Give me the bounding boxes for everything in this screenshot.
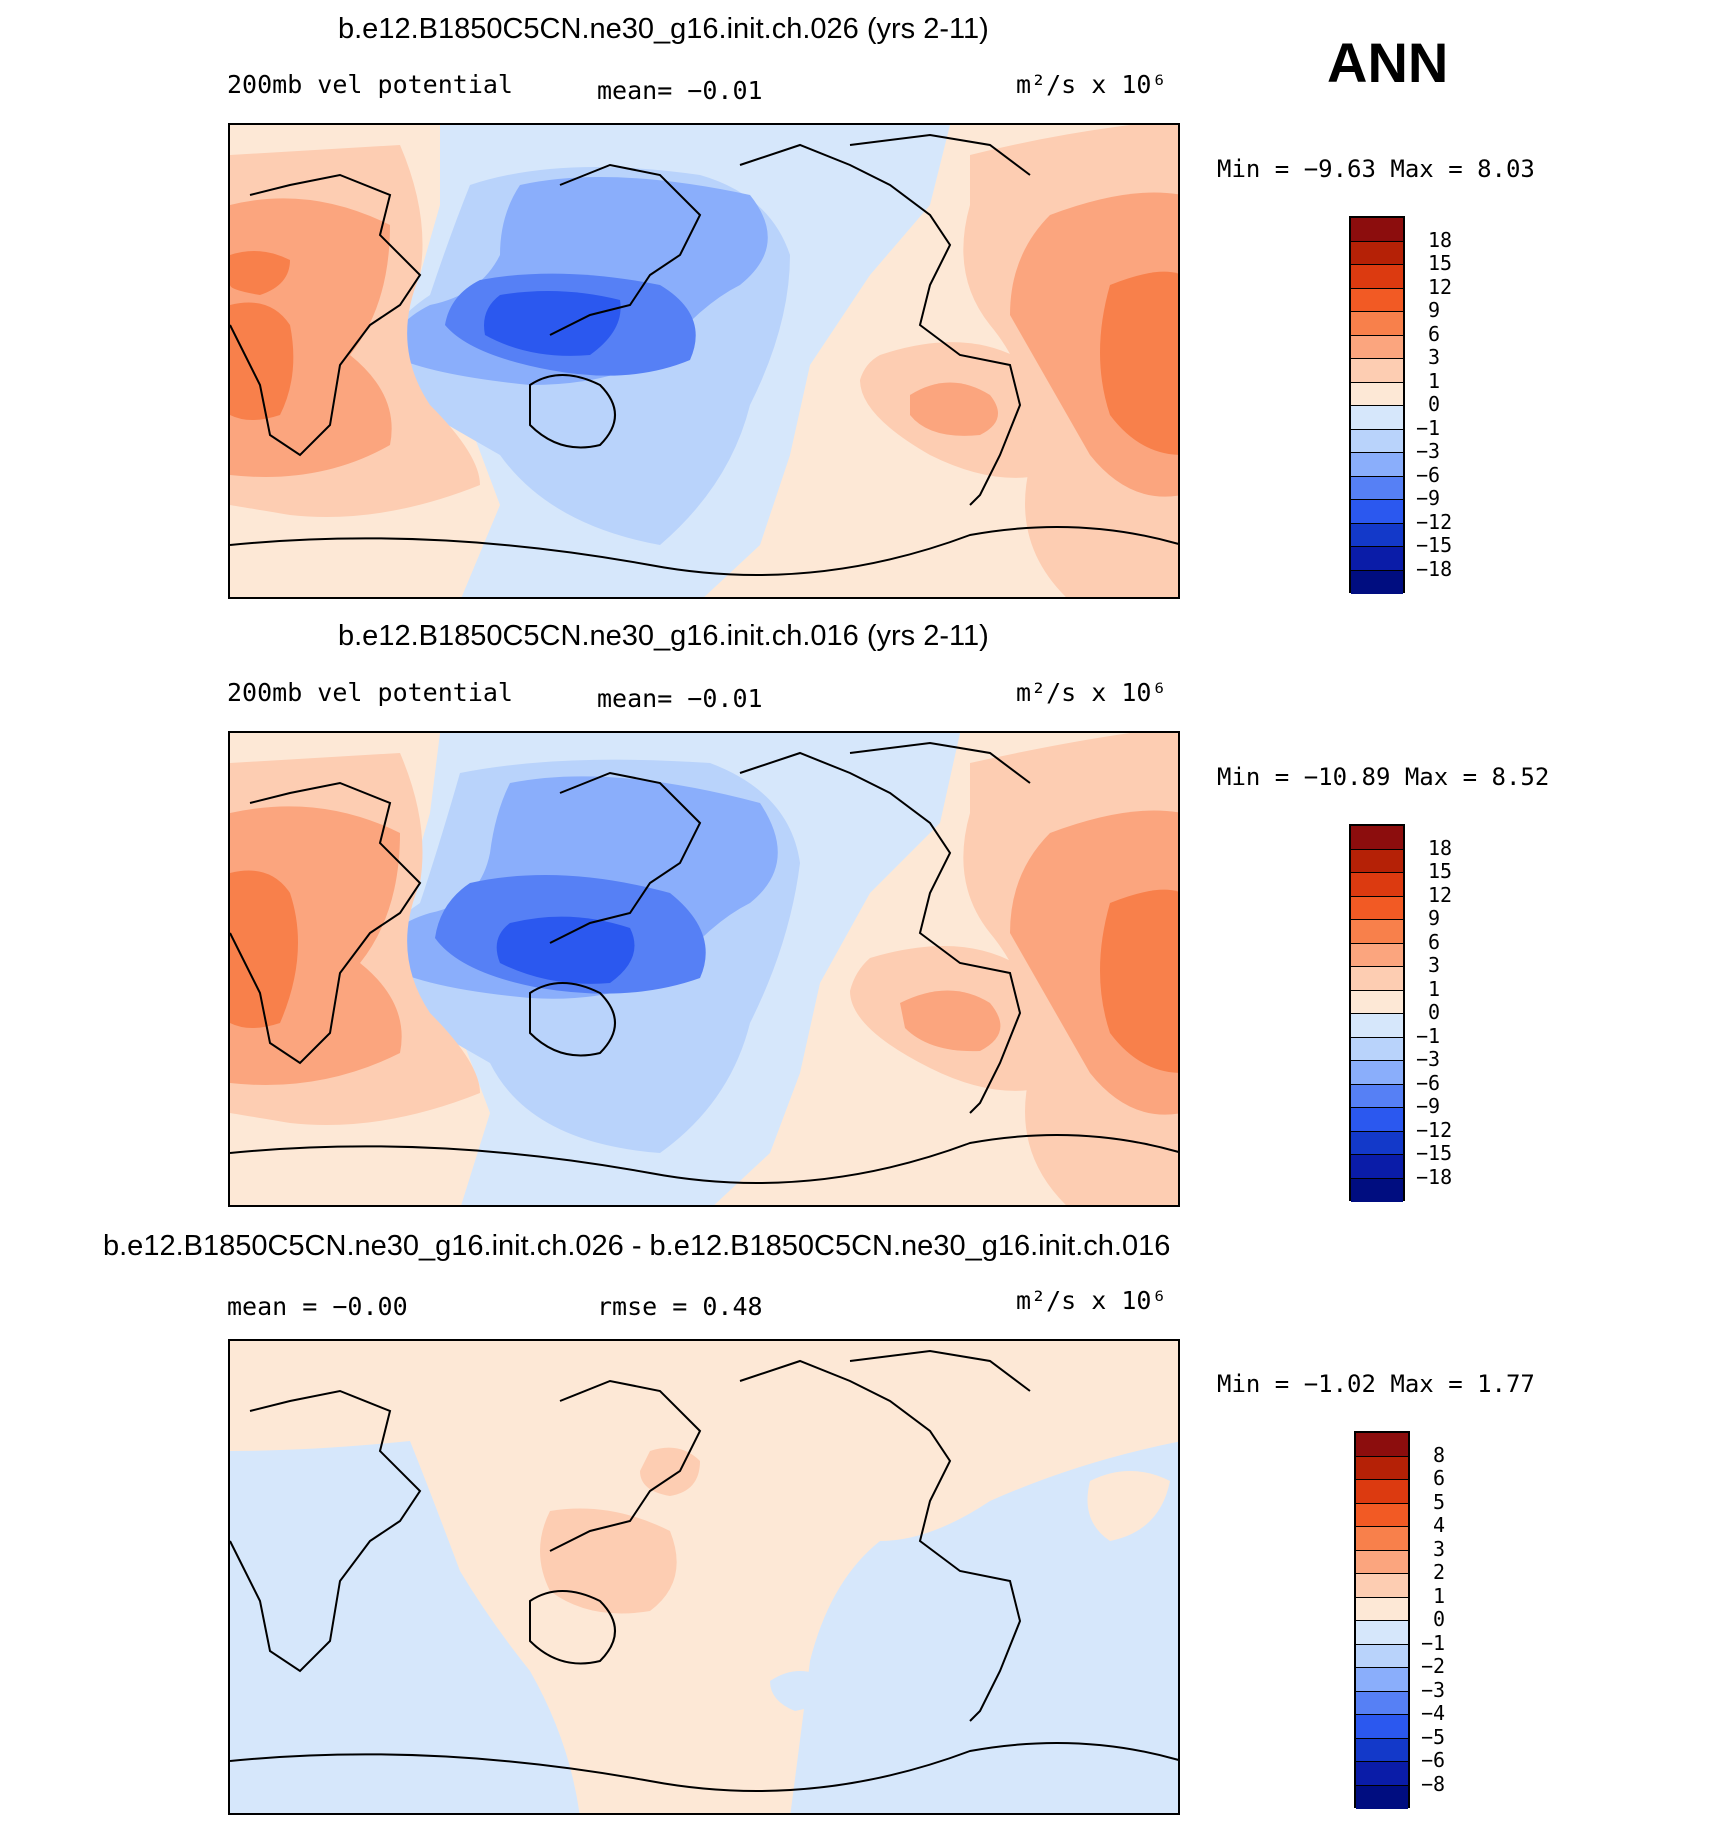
colorbar-tick-label: −6 (1416, 1070, 1441, 1095)
colorbar-tick-label: −15 (1416, 1141, 1453, 1165)
panel-2-variable-label: 200mb vel potential (227, 678, 513, 707)
panel-1-variable-label: 200mb vel potential (227, 70, 513, 99)
colorbar-tick-label: 15 (1428, 251, 1453, 275)
panel-3-title: b.e12.B1850C5CN.ne30_g16.init.ch.026 - b… (103, 1230, 1171, 1262)
colorbar-tick-label: −12 (1416, 1117, 1453, 1142)
panel-2-colorbar (1349, 824, 1405, 1202)
colorbar-tick-label: −9 (1416, 486, 1441, 510)
colorbar-tick-label: 15 (1428, 859, 1453, 883)
colorbar-tick-label: −6 (1421, 1748, 1446, 1772)
colorbar-tick-label: 4 (1433, 1513, 1446, 1537)
colorbar-tick-label: −5 (1421, 1724, 1446, 1749)
season-label: ANN (1327, 31, 1449, 94)
colorbar-tick-label: −3 (1421, 1677, 1446, 1702)
colorbar-tick-label: −3 (1416, 439, 1441, 463)
panel-1-min-max: Min = −9.63 Max = 8.03 (1217, 155, 1535, 183)
panel-2-title: b.e12.B1850C5CN.ne30_g16.init.ch.016 (yr… (338, 620, 989, 652)
panel-3-units: m²/s x 10⁶ (1016, 1286, 1167, 1315)
colorbar-tick-label: −1 (1416, 1023, 1441, 1048)
colorbar-tick-label: −15 (1416, 533, 1453, 557)
panel-2-map (228, 731, 1180, 1207)
colorbar-tick-label: −12 (1416, 509, 1453, 534)
colorbar-tick-label: −9 (1416, 1094, 1441, 1118)
panel-3-colorbar (1354, 1431, 1410, 1809)
colorbar-tick-label: −3 (1416, 1047, 1441, 1071)
colorbar-tick-label: −18 (1416, 556, 1453, 581)
colorbar-tick-label: 0 (1428, 392, 1441, 416)
colorbar-tick-label: −8 (1421, 1771, 1446, 1796)
panel-3-min-max: Min = −1.02 Max = 1.77 (1217, 1370, 1535, 1398)
colorbar-tick-label: 2 (1433, 1560, 1446, 1584)
colorbar-tick-label: 1 (1428, 976, 1441, 1001)
panel-3-mean-label: mean = −0.00 (227, 1292, 408, 1321)
panel-1-title: b.e12.B1850C5CN.ne30_g16.init.ch.026 (yr… (338, 13, 989, 45)
panel-1-mean-label: mean= −0.01 (597, 76, 763, 105)
colorbar-tick-label: 3 (1428, 953, 1441, 977)
colorbar-tick-label: 8 (1433, 1442, 1446, 1467)
colorbar-tick-label: 5 (1433, 1489, 1446, 1514)
colorbar-tick-label: 6 (1428, 321, 1441, 346)
colorbar-tick-label: 1 (1433, 1583, 1446, 1608)
colorbar-tick-label: 0 (1433, 1607, 1446, 1631)
colorbar-tick-label: 12 (1428, 882, 1453, 907)
colorbar-tick-label: −18 (1416, 1164, 1453, 1189)
colorbar-tick-label: 6 (1428, 929, 1441, 954)
colorbar-tick-label: −1 (1421, 1630, 1446, 1655)
panel-2-min-max: Min = −10.89 Max = 8.52 (1217, 763, 1550, 791)
colorbar-tick-label: 1 (1428, 368, 1441, 393)
panel-1-map (228, 123, 1180, 599)
colorbar-tick-label: 3 (1433, 1536, 1446, 1561)
panel-1-units: m²/s x 10⁶ (1016, 70, 1167, 99)
colorbar-tick-label: 9 (1428, 906, 1441, 930)
colorbar-tick-label: 9 (1428, 298, 1441, 322)
colorbar-tick-label: 3 (1428, 345, 1441, 369)
colorbar-tick-label: 18 (1428, 227, 1453, 252)
colorbar-tick-label: −2 (1421, 1654, 1446, 1678)
panel-3-map (228, 1339, 1180, 1815)
panel-2-mean-label: mean= −0.01 (597, 684, 763, 713)
colorbar-tick-label: −1 (1416, 415, 1441, 440)
colorbar-tick-label: 6 (1433, 1466, 1446, 1490)
colorbar-tick-label: 0 (1428, 1000, 1441, 1024)
colorbar-tick-label: −4 (1421, 1701, 1446, 1725)
panel-3-rmse-label: rmse = 0.48 (597, 1292, 763, 1321)
colorbar-tick-label: 18 (1428, 835, 1453, 860)
colorbar-tick-label: 12 (1428, 274, 1453, 299)
panel-2-units: m²/s x 10⁶ (1016, 678, 1167, 707)
colorbar-tick-label: −6 (1416, 462, 1441, 487)
panel-1-colorbar (1349, 216, 1405, 594)
